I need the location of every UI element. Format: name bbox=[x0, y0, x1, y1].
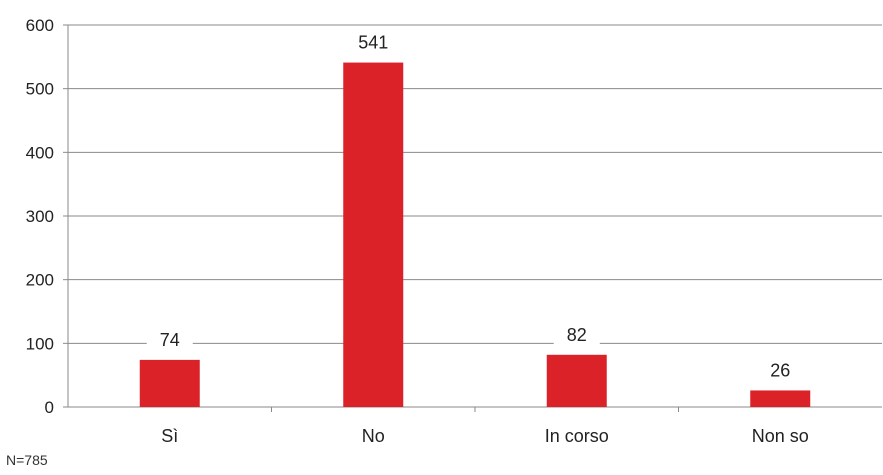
y-tick-label: 0 bbox=[45, 398, 54, 417]
data-label: 541 bbox=[358, 33, 388, 53]
data-label: 74 bbox=[160, 330, 180, 350]
category-label: In corso bbox=[545, 426, 609, 446]
data-label-background bbox=[757, 356, 804, 385]
gridlines bbox=[68, 24, 882, 344]
category-label: Sì bbox=[161, 426, 178, 446]
data-label: 82 bbox=[567, 325, 587, 345]
category-label: Non so bbox=[752, 426, 809, 446]
x-axis-categories: Sì No In corso Non so bbox=[161, 426, 809, 446]
y-tick-label: 600 bbox=[26, 16, 54, 35]
y-tick-label: 400 bbox=[26, 143, 54, 162]
y-tick-label: 200 bbox=[26, 271, 54, 290]
y-tick-label: 300 bbox=[26, 207, 54, 226]
bar bbox=[139, 359, 200, 407]
data-label: 26 bbox=[770, 360, 790, 380]
bar bbox=[750, 390, 811, 407]
category-label: No bbox=[362, 426, 385, 446]
data-label-background bbox=[146, 325, 193, 354]
axes bbox=[67, 25, 882, 412]
data-label-background bbox=[350, 28, 397, 57]
bar bbox=[546, 354, 607, 407]
sample-size-note: N=785 bbox=[6, 452, 48, 468]
data-labels: 74 541 82 26 bbox=[146, 28, 804, 385]
data-label-background bbox=[553, 320, 600, 349]
bar-chart: 0 100 200 300 400 500 600 74 541 82 26 Sì No In cor… bbox=[26, 16, 882, 446]
bar bbox=[343, 62, 404, 408]
y-tick-label: 100 bbox=[26, 334, 54, 353]
y-axis-ticks: 0 100 200 300 400 500 600 bbox=[26, 16, 68, 417]
bars bbox=[139, 62, 811, 408]
y-tick-label: 500 bbox=[26, 80, 54, 99]
